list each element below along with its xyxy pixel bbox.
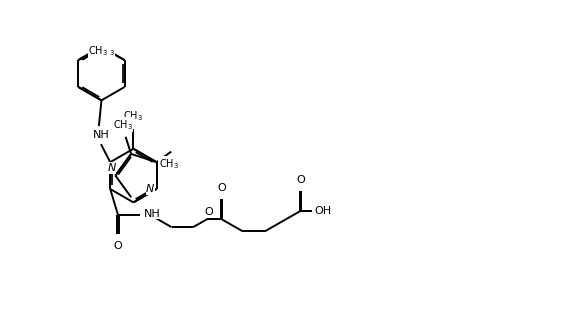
Text: CH$_3$: CH$_3$ <box>95 45 115 58</box>
Text: NH: NH <box>92 130 109 140</box>
Text: CH$_3$: CH$_3$ <box>88 45 108 58</box>
Text: CH$_3$: CH$_3$ <box>123 109 144 123</box>
Text: O: O <box>114 241 122 251</box>
Text: O: O <box>204 207 212 217</box>
Text: NH: NH <box>144 209 161 219</box>
Text: N: N <box>107 163 116 173</box>
Text: CH$_3$: CH$_3$ <box>158 157 179 171</box>
Text: OH: OH <box>315 206 332 216</box>
Text: CH$_3$: CH$_3$ <box>113 118 133 132</box>
Text: N: N <box>146 184 154 194</box>
Text: O: O <box>217 183 226 193</box>
Text: O: O <box>296 175 305 185</box>
